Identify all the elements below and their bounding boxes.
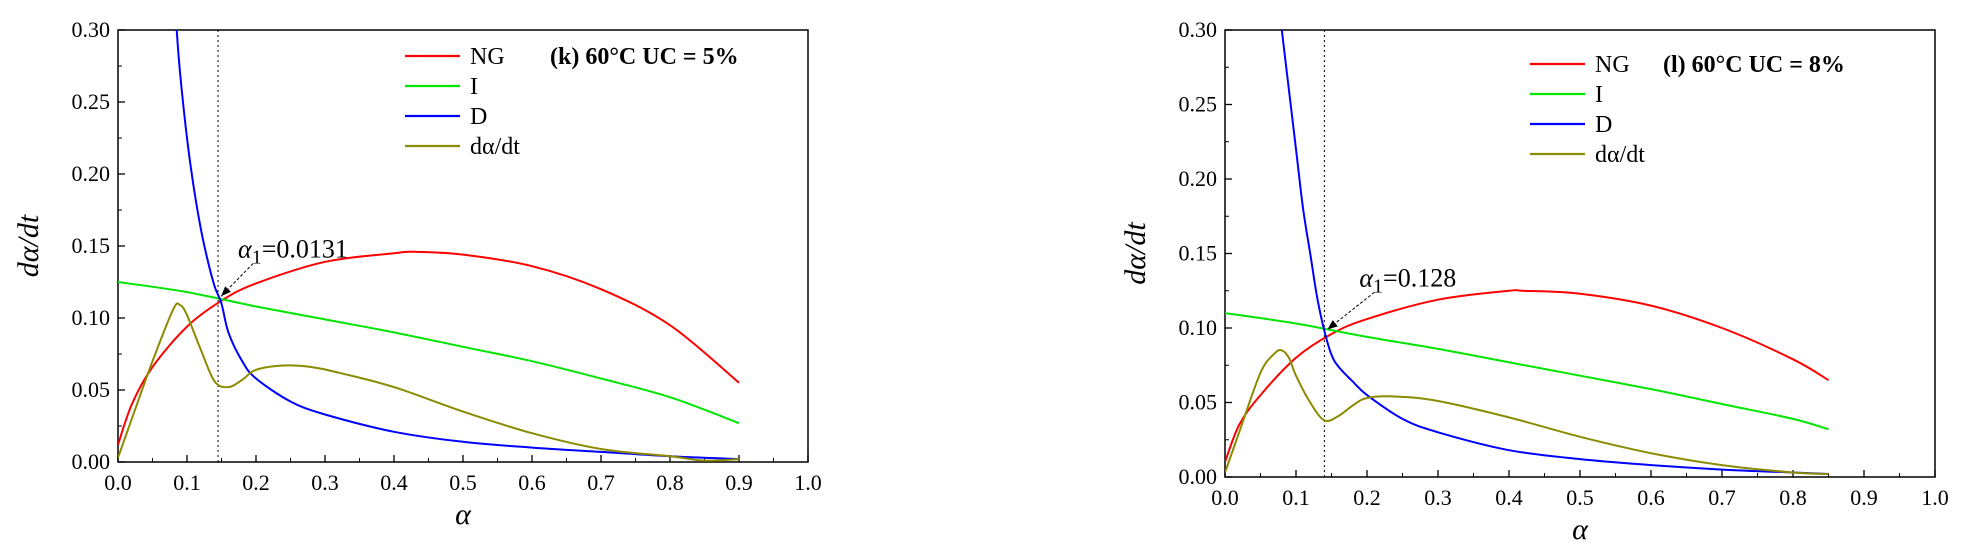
series-line-dα/dt (1225, 348, 1829, 475)
x-tick-label: 0.9 (1850, 485, 1878, 510)
plot-frame (117, 29, 809, 463)
legend-label: NG (470, 44, 505, 70)
alpha1-annotation: α1=0.128 (1359, 263, 1456, 297)
x-tick-label: 0.2 (1353, 485, 1381, 510)
y-tick-label: 0.20 (1179, 166, 1218, 191)
x-tick-label: 0.7 (587, 470, 615, 495)
y-tick-label: 0.10 (72, 305, 111, 330)
y-tick-label: 0.15 (72, 233, 111, 258)
x-tick-label: 0.0 (104, 470, 132, 495)
y-tick-label: 0.00 (72, 449, 111, 474)
y-tick-label: 0.30 (1179, 17, 1218, 42)
series-line-I (1225, 312, 1829, 431)
alpha1-symbol: α (238, 235, 253, 264)
x-tick-label: 0.8 (656, 470, 684, 495)
chart-k: 0.0 0.1 0.2 0.3 0.4 0.5 0.6 0.7 0.8 0.9 1.0 0.00 0.0… (12, 17, 822, 531)
series-group (1225, 30, 1830, 475)
x-tick-label: 0.0 (1211, 485, 1239, 510)
x-tick-label: 0.6 (1637, 485, 1665, 510)
y-tick-label: 0.20 (72, 161, 111, 186)
y-tick-label: 0.10 (1179, 315, 1218, 340)
legend-label: dα/dt (470, 134, 520, 160)
y-tick-label: 0.25 (1179, 92, 1218, 117)
alpha1-annotation: α1=0.0131 (238, 235, 348, 269)
x-tick-label: 0.7 (1708, 485, 1736, 510)
alpha1-subscript: 1 (252, 247, 262, 269)
chart-title: (k) 60°C UC = 5% (550, 44, 739, 70)
chart-l: 0.0 0.1 0.2 0.3 0.4 0.5 0.6 0.7 0.8 0.9 1.0 0.00 0.0… (1119, 17, 1949, 546)
x-tick-label: 1.0 (1921, 485, 1949, 510)
legend-label: D (470, 104, 487, 130)
chart-title: (l) 60°C UC = 8% (1663, 52, 1845, 78)
x-tick-label: 0.3 (311, 470, 339, 495)
x-axis-label: α (1572, 513, 1589, 546)
x-tick-label: 0.5 (1566, 485, 1594, 510)
y-tick-label: 0.25 (72, 89, 111, 114)
alpha1-arrow-shaft (220, 263, 254, 297)
x-tick-label: 0.8 (1779, 485, 1807, 510)
plot-frame (1224, 29, 1936, 478)
alpha1-arrow-head (221, 286, 231, 297)
y-tick-label: 0.05 (72, 377, 111, 402)
legend-label: NG (1595, 52, 1630, 78)
x-tick-label: 0.5 (449, 470, 477, 495)
y-tick-label: 0.00 (1179, 464, 1218, 489)
alpha1-subscript: 1 (1373, 275, 1383, 297)
x-tick-label: 0.9 (725, 470, 753, 495)
x-tick-label: 0.1 (1282, 485, 1310, 510)
x-tick-label: 1.0 (794, 470, 822, 495)
alpha1-symbol: α (1359, 263, 1374, 292)
legend-label: D (1595, 112, 1612, 138)
series-line-dα/dt (118, 302, 740, 462)
y-tick-label: 0.15 (1179, 241, 1218, 266)
y-tick-label: 0.05 (1179, 390, 1218, 415)
alpha1-arrow-head (1327, 320, 1338, 330)
alpha1-value: =0.128 (1383, 263, 1456, 292)
x-tick-label: 0.4 (380, 470, 408, 495)
x-tick-label: 0.3 (1424, 485, 1452, 510)
x-tick-label: 0.2 (242, 470, 270, 495)
y-axis-label: dα/dt (12, 214, 45, 277)
legend-label: I (1595, 82, 1603, 108)
series-line-D (1280, 30, 1829, 475)
x-tick-label: 0.1 (173, 470, 201, 495)
alpha1-value: =0.0131 (262, 235, 348, 264)
y-tick-label: 0.30 (72, 17, 111, 42)
x-tick-label: 0.6 (518, 470, 546, 495)
x-tick-label: 0.4 (1495, 485, 1523, 510)
series-line-NG (1225, 289, 1830, 463)
legend-label: dα/dt (1595, 142, 1645, 168)
legend-label: I (470, 74, 478, 100)
series-line-I (118, 281, 740, 425)
series-group (118, 30, 740, 462)
series-line-NG (118, 250, 740, 446)
series-line-D (175, 30, 740, 461)
y-axis-label: dα/dt (1119, 222, 1152, 285)
x-axis-label: α (455, 498, 472, 531)
